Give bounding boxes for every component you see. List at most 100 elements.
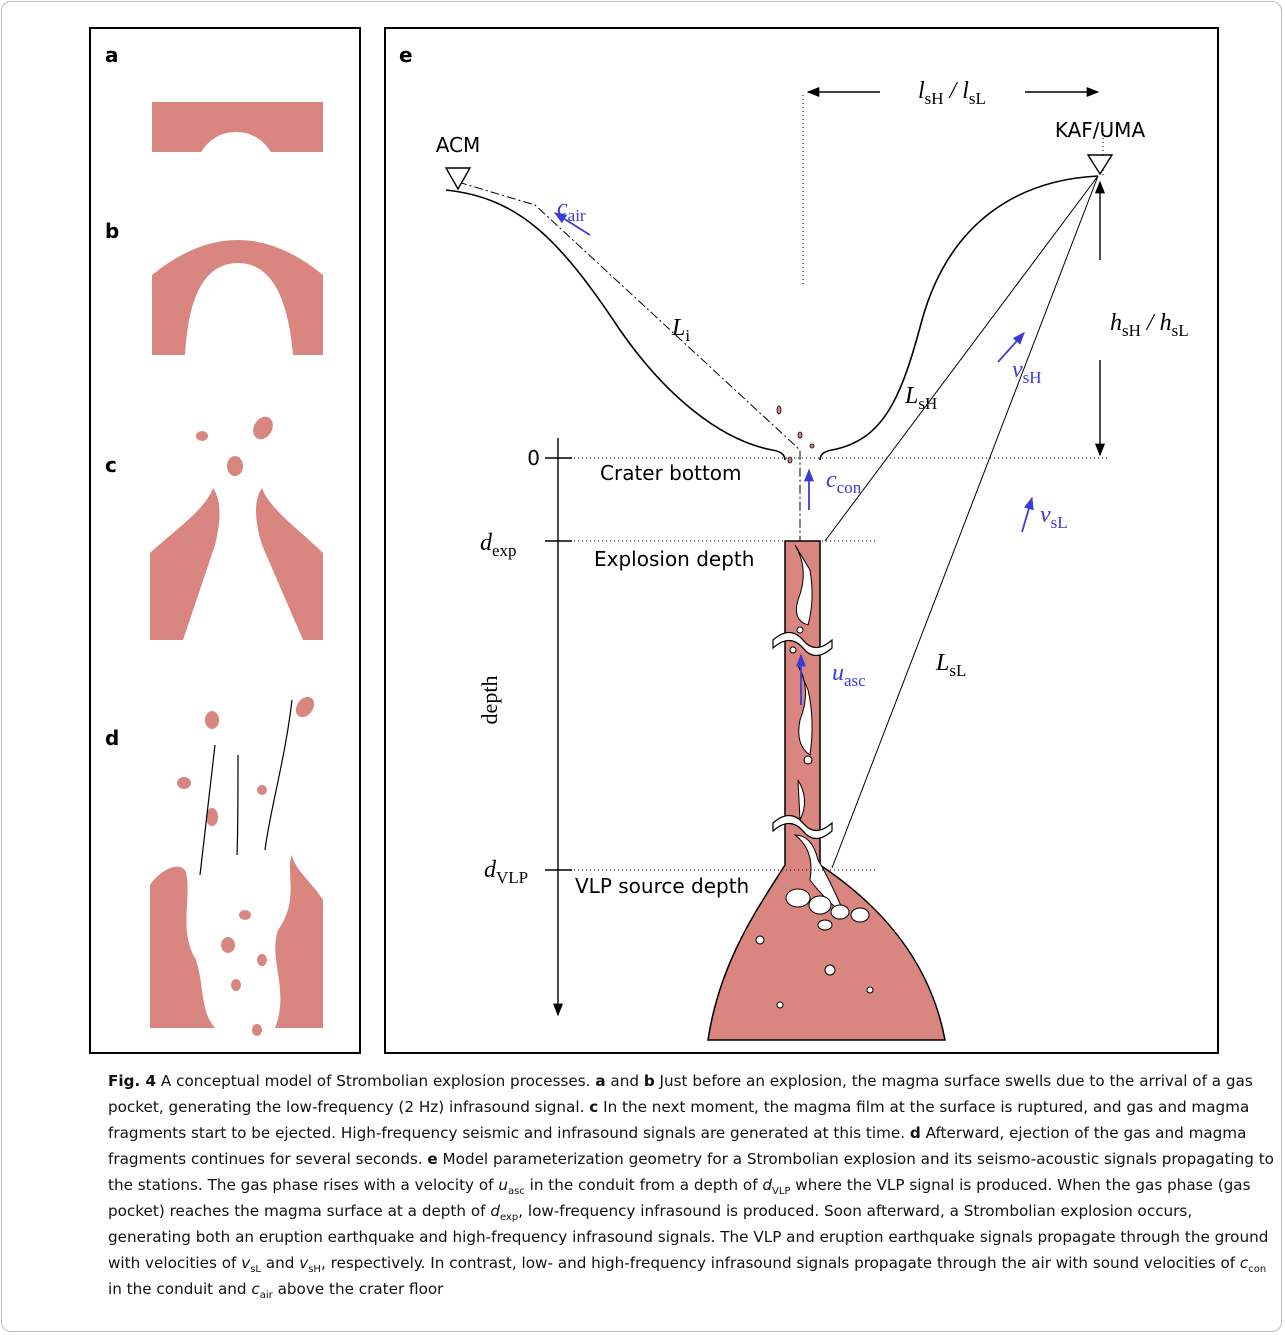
caption-run: sH xyxy=(308,1264,321,1276)
symbol-subscript: sH xyxy=(1023,368,1042,387)
caption-run: c xyxy=(1239,1254,1249,1272)
symbol-base: L xyxy=(904,383,918,409)
symbol-base: / l xyxy=(944,78,970,104)
gas-bubbles xyxy=(755,544,874,1009)
caption-run: , low-frequency infrasound is produced. … xyxy=(108,1202,1269,1272)
symbol-base: d xyxy=(484,857,497,883)
panel-label: a xyxy=(105,43,119,67)
symbol-subscript: air xyxy=(568,206,586,225)
symbol-subscript: sL xyxy=(969,89,986,108)
dimension-arrows xyxy=(545,86,1106,1017)
caption-run: d xyxy=(762,1176,773,1194)
symbol-subscript: sL xyxy=(1051,513,1068,532)
symbol-subscript: VLP xyxy=(496,868,528,887)
caption-run: A conceptual model of Strombolian explos… xyxy=(156,1072,596,1090)
symbol: ccon xyxy=(826,467,862,497)
magma-shapes xyxy=(150,102,323,1036)
ejecta-trails xyxy=(199,699,293,876)
caption-run: Afterward, ejection of the gas and magma… xyxy=(108,1124,1247,1168)
crater-ejecta xyxy=(776,405,815,464)
symbol-base: c xyxy=(557,195,568,221)
caption-run: exp xyxy=(499,1212,519,1224)
symbol: LsH xyxy=(904,383,937,413)
station-label: KAF/UMA xyxy=(1055,118,1146,142)
guide-lines xyxy=(457,95,1107,871)
vlp-depth-label: VLP source depth xyxy=(575,874,749,898)
caption-run: c xyxy=(589,1098,599,1116)
symbol-subscript: sH xyxy=(925,89,944,108)
symbol-subscript: sH xyxy=(1122,321,1141,340)
caption-run: in the conduit from a depth of xyxy=(524,1176,763,1194)
symbol-base: u xyxy=(832,660,844,686)
symbol: dVLP xyxy=(484,857,528,887)
caption-run: Model parameterization geometry for a St… xyxy=(108,1150,1274,1194)
caption-run: u xyxy=(498,1176,508,1194)
caption-run: v xyxy=(299,1254,309,1272)
caption-run: Fig. 4 xyxy=(108,1072,157,1090)
caption-run: air xyxy=(259,1290,273,1302)
caption-run: b xyxy=(643,1072,655,1090)
symbol-base: l xyxy=(918,78,925,104)
symbol-base: c xyxy=(826,467,837,493)
caption-run: and xyxy=(260,1254,300,1272)
panel-label: e xyxy=(399,43,413,67)
symbol: vsL xyxy=(1040,502,1068,532)
velocity-arrows xyxy=(553,212,1034,705)
caption-run: In the next moment, the magma film at th… xyxy=(108,1098,1250,1142)
caption-run: sL xyxy=(250,1264,261,1276)
break-marks xyxy=(772,631,833,840)
panel-label: d xyxy=(105,726,119,750)
symbol-base: L xyxy=(671,315,685,341)
symbol-subscript: exp xyxy=(492,541,517,560)
station-markers xyxy=(444,154,1114,191)
caption-run: and xyxy=(605,1072,644,1090)
caption-run: d xyxy=(909,1124,921,1142)
symbol-subscript: i xyxy=(685,326,690,345)
caption-run: , respectively. In contrast, low- and hi… xyxy=(320,1254,1240,1272)
caption-run: e xyxy=(427,1150,438,1168)
symbol: hsH / hsL xyxy=(1110,310,1189,340)
caption-run: where the VLP signal is produced. When t… xyxy=(108,1176,1251,1220)
symbol-subscript: sL xyxy=(1172,321,1189,340)
caption: Fig. 4 A conceptual model of Strombolian… xyxy=(108,1068,1278,1302)
symbol-base: d xyxy=(480,530,493,556)
caption-run: v xyxy=(241,1254,251,1272)
symbol-base: h xyxy=(1110,310,1122,336)
conduit xyxy=(707,540,946,1041)
caption-run: d xyxy=(490,1202,500,1220)
caption-run: a xyxy=(595,1072,606,1090)
caption-run: asc xyxy=(507,1186,525,1198)
explosion-depth-label: Explosion depth xyxy=(594,547,754,571)
caption-run: Just before an explosion, the magma surf… xyxy=(108,1072,1253,1116)
panel-label: c xyxy=(105,453,117,477)
caption-run: con xyxy=(1248,1264,1267,1276)
panel-box xyxy=(384,27,1219,1054)
caption-run: c xyxy=(251,1280,260,1298)
depth-axis-label: depth xyxy=(477,676,502,725)
crater-profile xyxy=(445,175,1099,461)
symbol-subscript: con xyxy=(837,478,862,497)
symbol-subscript: sL xyxy=(949,661,966,680)
symbol: uasc xyxy=(832,660,866,690)
symbol: LsL xyxy=(935,650,966,680)
caption-run: in the conduit and xyxy=(108,1280,252,1298)
panel-box xyxy=(89,27,361,1054)
symbol-base: v xyxy=(1012,357,1023,383)
station-label: ACM xyxy=(436,133,481,157)
symbol: Li xyxy=(671,315,690,345)
caption-run: VLP xyxy=(772,1186,791,1198)
symbol-subscript: asc xyxy=(844,671,866,690)
symbol-subscript: sH xyxy=(918,394,937,413)
symbol: dexp xyxy=(480,530,517,560)
panel-label: b xyxy=(105,219,119,243)
symbol-base: / h xyxy=(1141,310,1172,336)
symbol: cair xyxy=(557,195,586,225)
figure: a b c d e ACM KAF/UMA 0 Crater bottom Ex… xyxy=(89,27,1219,1054)
symbol: vsH xyxy=(1012,357,1042,387)
symbol-base: v xyxy=(1040,502,1051,528)
crater-bottom-label: Crater bottom xyxy=(600,461,742,485)
caption-run: above the crater floor xyxy=(272,1280,444,1298)
symbol: lsH / lsL xyxy=(918,78,986,108)
